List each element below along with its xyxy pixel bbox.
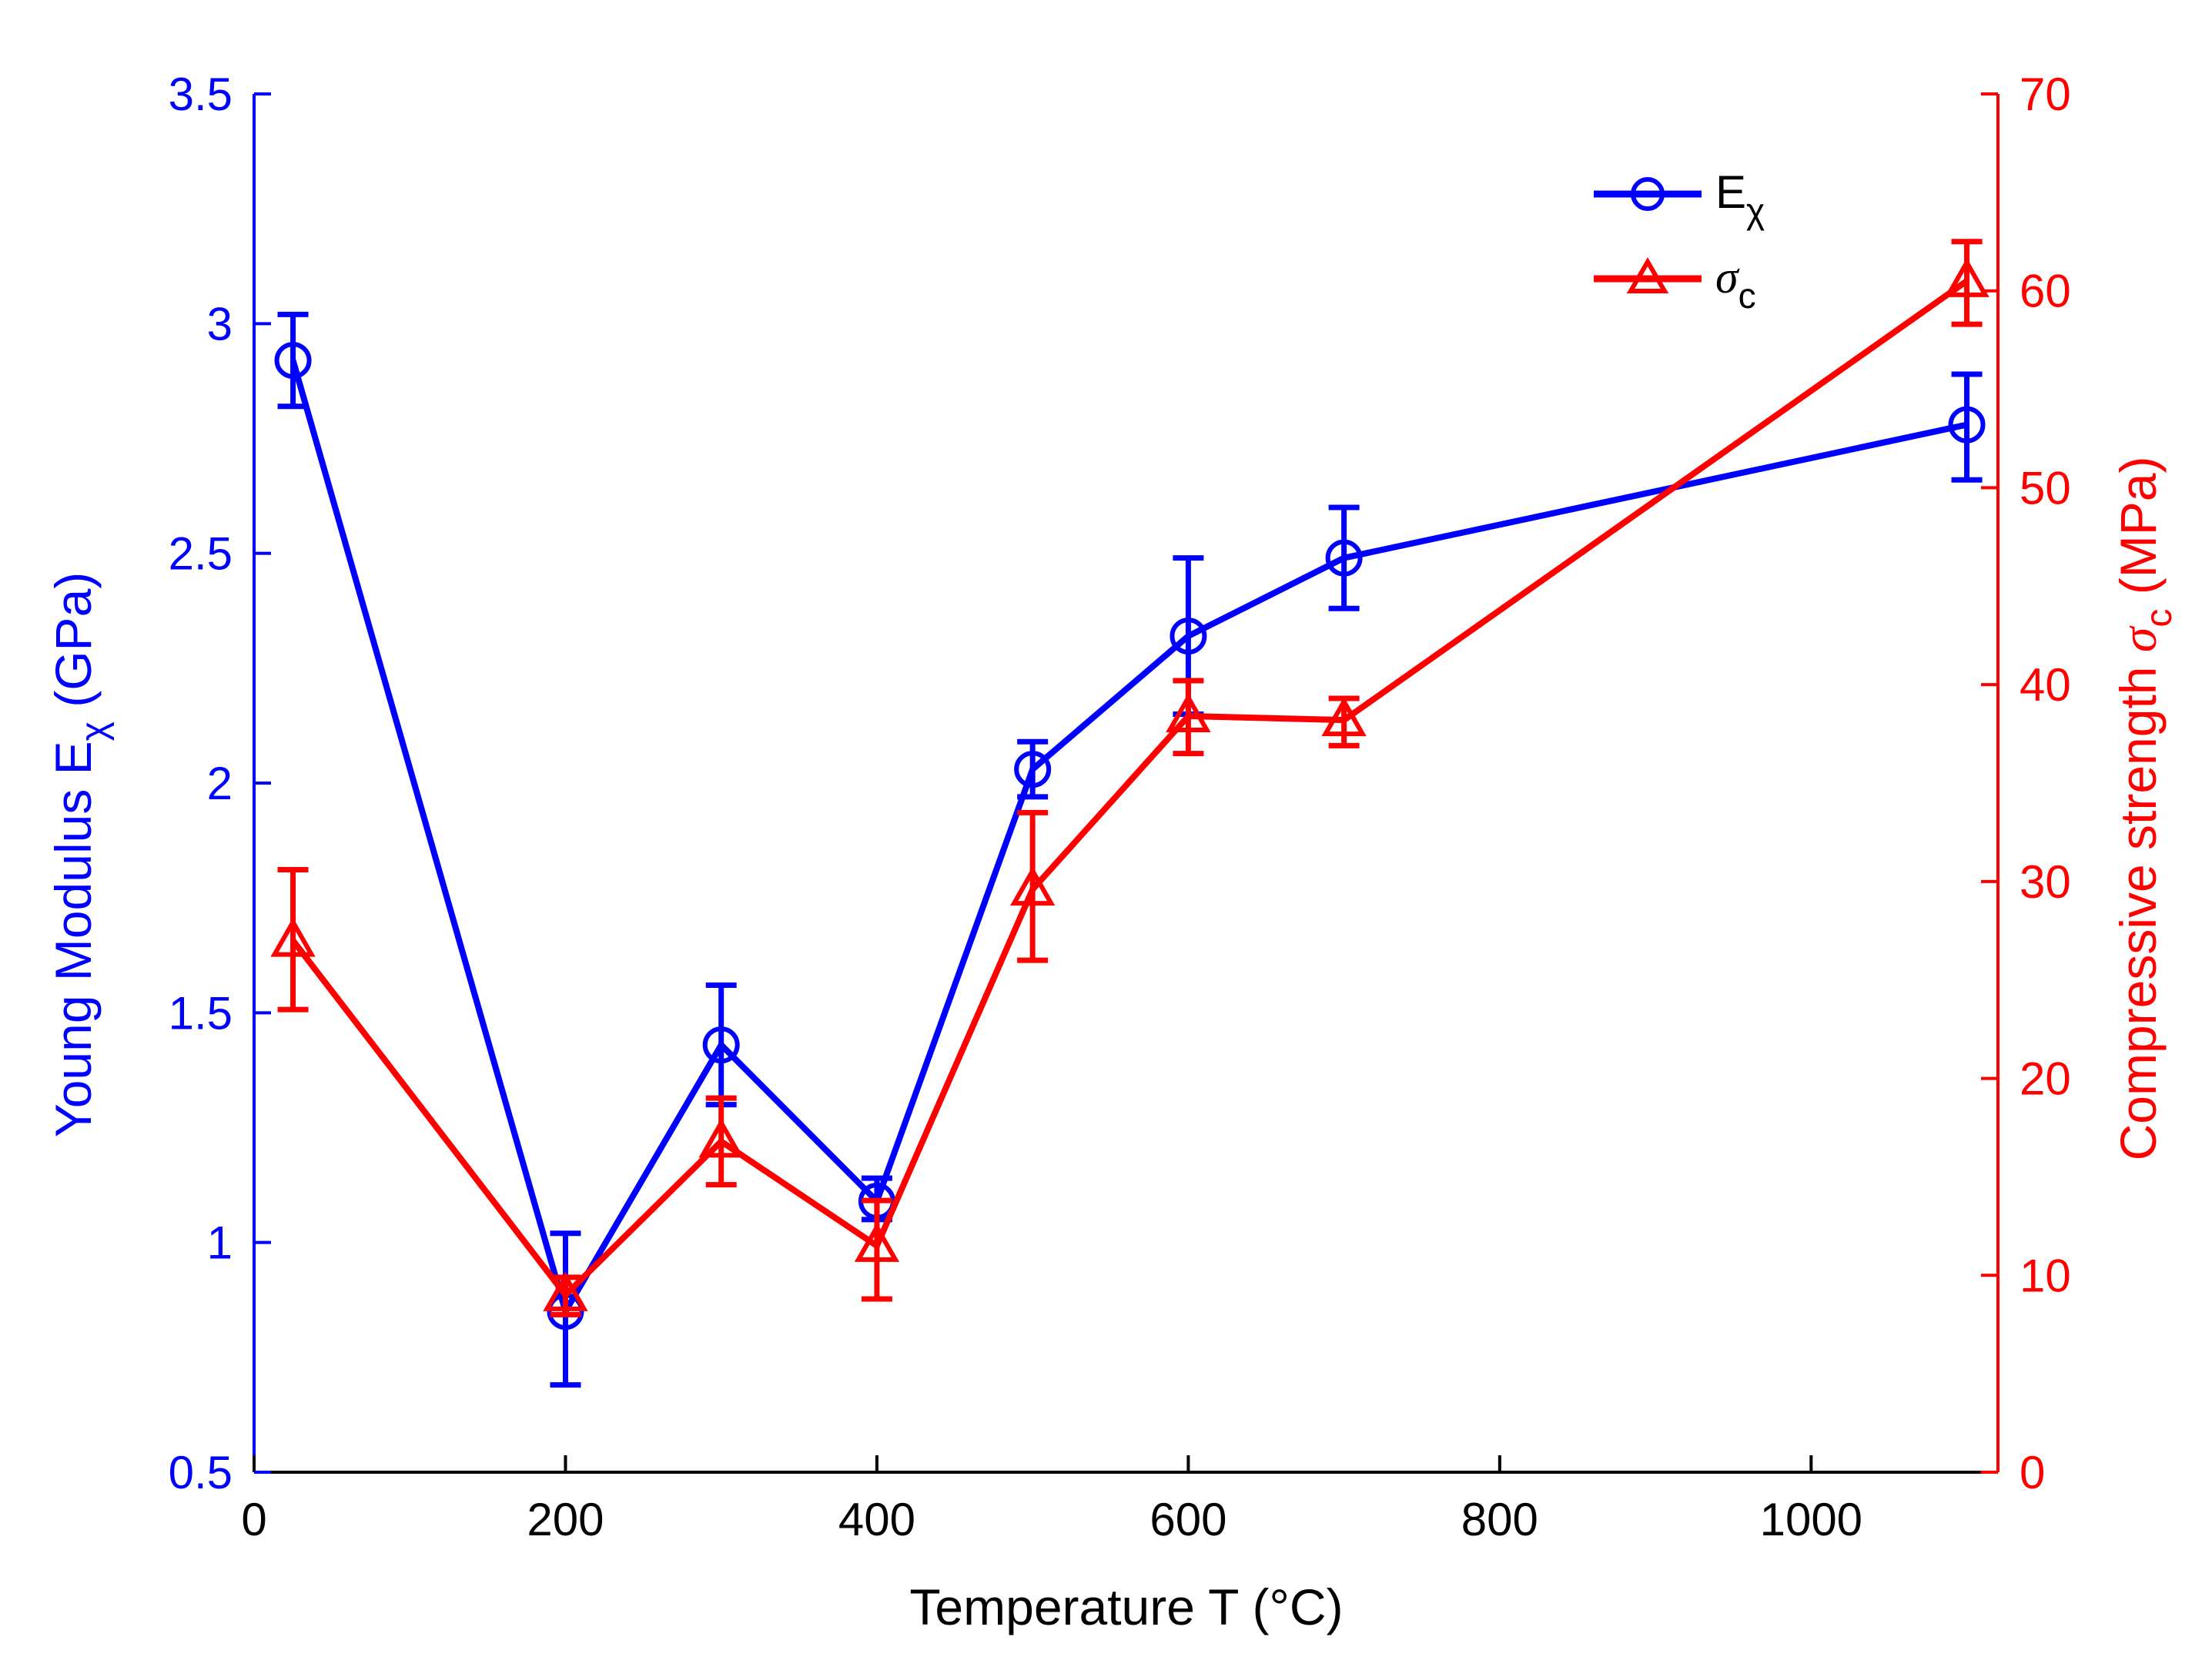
legend-sigma-main: σ [1715, 252, 1740, 303]
y-left-tick-label: 2 [207, 758, 233, 809]
y-right-tick-label: 70 [2020, 69, 2071, 120]
y-left-tick-label: 0.5 [169, 1447, 233, 1498]
x-tick-label: 400 [838, 1494, 915, 1545]
x-tick-label: 800 [1461, 1494, 1538, 1545]
data-point-e [1948, 406, 1986, 444]
y-right-title-suffix: (MPa) [2110, 457, 2167, 609]
y-left-tick-label: 3 [207, 298, 233, 350]
legend-circle-marker-icon [1631, 177, 1665, 211]
legend-e-sub: χ [1746, 191, 1765, 231]
data-point-sigma [1166, 693, 1211, 733]
y-left-tick-label: 3.5 [169, 69, 233, 120]
data-point-sigma [854, 1222, 900, 1262]
axes: 0 200 400 600 800 1000 0.5 1 1.5 2 2.5 3 3.5 0 10 20 30 4… [169, 69, 2071, 1545]
data-point-sigma [1944, 257, 1989, 297]
y-left-title-sub: χ [74, 721, 115, 741]
data-point-e [1170, 618, 1207, 655]
legend-sigma-sub: c [1738, 276, 1756, 316]
y-left-title-main: Young Modulus E [45, 741, 102, 1137]
x-axis-title: Temperature T (°C) [909, 1578, 1343, 1635]
series-layer [270, 239, 1989, 1388]
y-left-title-suffix: (GPa) [45, 572, 102, 721]
y-right-title-sub: c [2139, 609, 2180, 628]
y-right-tick-label: 60 [2020, 266, 2071, 317]
y-right-axis-title: Compressive strength σc (MPa) [2110, 457, 2180, 1161]
x-tick-label: 600 [1150, 1494, 1226, 1545]
legend-label-e: Eχ [1715, 166, 1765, 231]
legend-triangle-marker-icon [1626, 257, 1669, 293]
data-point-e [1325, 539, 1363, 577]
y-right-tick-label: 0 [2020, 1447, 2045, 1498]
y-right-tick-label: 40 [2020, 659, 2071, 711]
y-right-title-sym: σ [2111, 625, 2167, 652]
y-left-tick-label: 1 [207, 1217, 233, 1269]
y-left-tick-label: 2.5 [169, 528, 233, 580]
y-left-tick-label: 1.5 [169, 987, 233, 1039]
y-right-title-main: Compressive strength [2110, 652, 2167, 1160]
x-tick-label: 0 [241, 1494, 266, 1545]
legend-e-main: E [1715, 166, 1746, 218]
legend-label-sigma: σc [1715, 252, 1756, 316]
data-point-e [274, 342, 312, 380]
data-point-sigma [698, 1118, 744, 1158]
series-line-sigma [290, 278, 1969, 1298]
y-right-tick-label: 10 [2020, 1250, 2071, 1301]
data-point-sigma [543, 1271, 588, 1311]
legend: Eχ σc [1594, 166, 1765, 316]
y-right-tick-label: 50 [2020, 462, 2071, 514]
y-right-tick-label: 30 [2020, 856, 2071, 908]
data-point-sigma [270, 917, 316, 957]
data-point-e [702, 1026, 740, 1064]
x-tick-label: 200 [527, 1494, 604, 1545]
data-point-e [1014, 751, 1052, 788]
y-right-tick-label: 20 [2020, 1053, 2071, 1105]
data-point-sigma [1321, 697, 1367, 737]
data-point-sigma [1009, 866, 1056, 906]
y-left-axis-title: Young Modulus Eχ (GPa) [45, 572, 115, 1138]
x-tick-label: 1000 [1760, 1494, 1862, 1545]
